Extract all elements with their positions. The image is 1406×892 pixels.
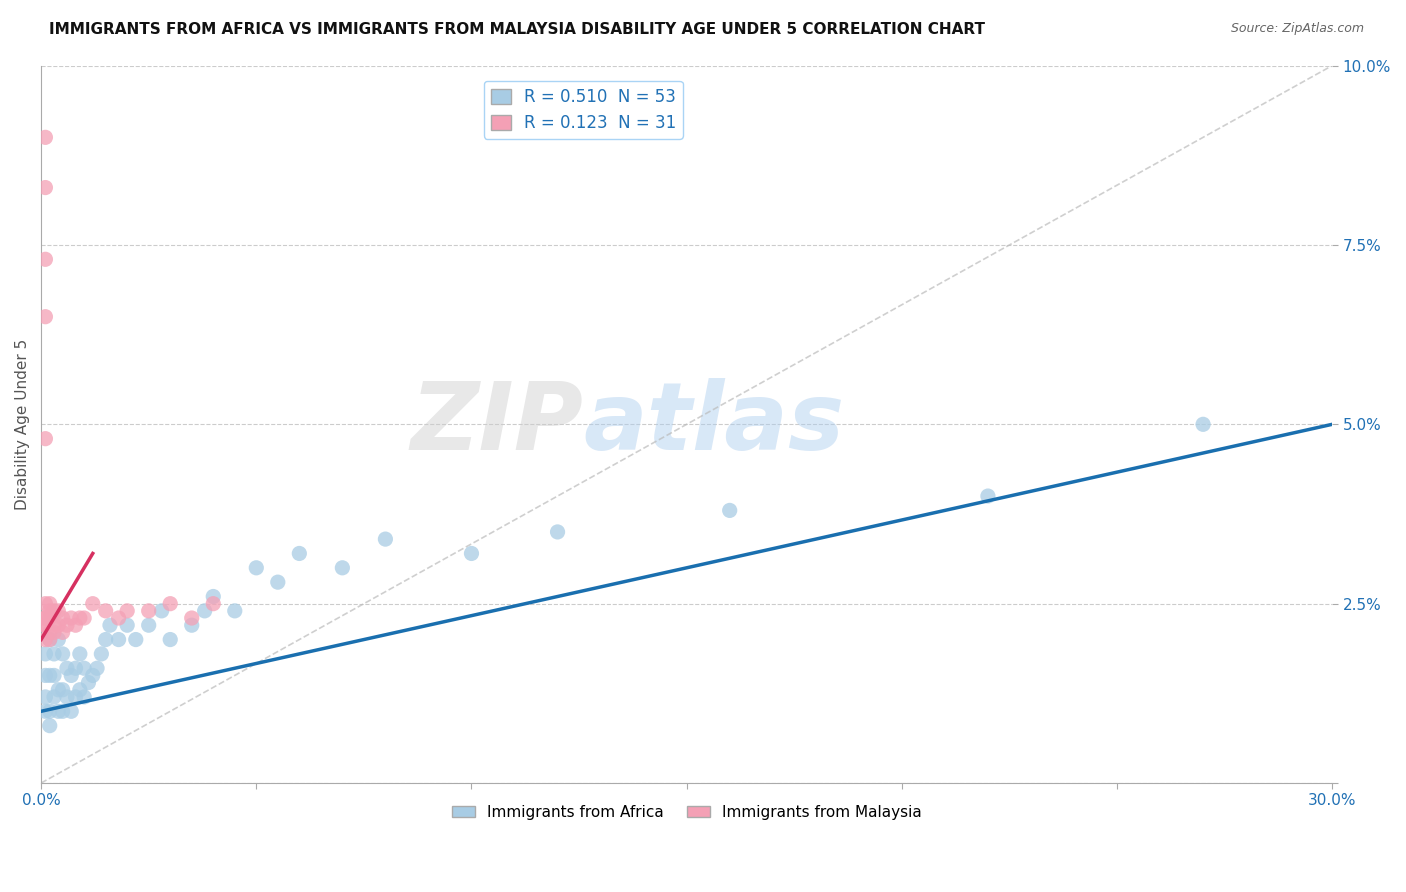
Point — [34, 611, 56, 625]
Point — [38, 597, 60, 611]
Point — [34, 611, 56, 625]
Point — [718, 503, 741, 517]
Point — [202, 597, 225, 611]
Point — [194, 604, 217, 618]
Point — [288, 546, 311, 560]
Point — [42, 625, 65, 640]
Point — [38, 668, 60, 682]
Point — [224, 604, 246, 618]
Point — [38, 625, 60, 640]
Point — [46, 682, 69, 697]
Point — [52, 647, 75, 661]
Text: ZIP: ZIP — [411, 378, 583, 470]
Point — [65, 690, 87, 704]
Point — [90, 647, 112, 661]
Point — [46, 704, 69, 718]
Point — [46, 604, 69, 618]
Point — [34, 618, 56, 632]
Point — [38, 632, 60, 647]
Point — [180, 618, 202, 632]
Point — [34, 668, 56, 682]
Point — [245, 561, 267, 575]
Point — [82, 668, 104, 682]
Point — [34, 432, 56, 446]
Text: atlas: atlas — [583, 378, 845, 470]
Point — [267, 575, 290, 590]
Point — [52, 625, 75, 640]
Point — [86, 661, 108, 675]
Point — [94, 604, 117, 618]
Point — [65, 661, 87, 675]
Point — [52, 682, 75, 697]
Point — [56, 618, 79, 632]
Legend: Immigrants from Africa, Immigrants from Malaysia: Immigrants from Africa, Immigrants from … — [446, 798, 928, 826]
Point — [125, 632, 148, 647]
Point — [159, 597, 181, 611]
Point — [56, 661, 79, 675]
Point — [38, 719, 60, 733]
Point — [115, 604, 138, 618]
Point — [107, 632, 129, 647]
Point — [38, 632, 60, 647]
Point — [52, 704, 75, 718]
Point — [98, 618, 121, 632]
Point — [138, 604, 160, 618]
Point — [42, 647, 65, 661]
Point — [42, 690, 65, 704]
Point — [52, 611, 75, 625]
Point — [56, 690, 79, 704]
Point — [34, 180, 56, 194]
Point — [34, 597, 56, 611]
Point — [34, 252, 56, 267]
Point — [42, 618, 65, 632]
Point — [1192, 417, 1215, 432]
Point — [73, 690, 96, 704]
Point — [73, 611, 96, 625]
Point — [332, 561, 354, 575]
Y-axis label: Disability Age Under 5: Disability Age Under 5 — [15, 339, 30, 510]
Point — [34, 704, 56, 718]
Point — [34, 618, 56, 632]
Point — [42, 604, 65, 618]
Point — [34, 690, 56, 704]
Point — [547, 524, 569, 539]
Point — [46, 632, 69, 647]
Point — [65, 618, 87, 632]
Point — [159, 632, 181, 647]
Point — [60, 611, 83, 625]
Point — [69, 682, 91, 697]
Point — [60, 704, 83, 718]
Point — [202, 590, 225, 604]
Point — [107, 611, 129, 625]
Point — [34, 647, 56, 661]
Point — [115, 618, 138, 632]
Point — [42, 668, 65, 682]
Point — [60, 668, 83, 682]
Point — [69, 647, 91, 661]
Point — [34, 310, 56, 324]
Point — [34, 130, 56, 145]
Point — [977, 489, 1000, 503]
Point — [82, 597, 104, 611]
Point — [94, 632, 117, 647]
Point — [38, 604, 60, 618]
Point — [138, 618, 160, 632]
Point — [34, 632, 56, 647]
Point — [38, 611, 60, 625]
Point — [150, 604, 173, 618]
Point — [69, 611, 91, 625]
Point — [374, 532, 396, 546]
Point — [460, 546, 482, 560]
Point — [38, 704, 60, 718]
Point — [180, 611, 202, 625]
Point — [77, 675, 100, 690]
Point — [73, 661, 96, 675]
Text: IMMIGRANTS FROM AFRICA VS IMMIGRANTS FROM MALAYSIA DISABILITY AGE UNDER 5 CORREL: IMMIGRANTS FROM AFRICA VS IMMIGRANTS FRO… — [49, 22, 986, 37]
Text: Source: ZipAtlas.com: Source: ZipAtlas.com — [1230, 22, 1364, 36]
Point — [46, 618, 69, 632]
